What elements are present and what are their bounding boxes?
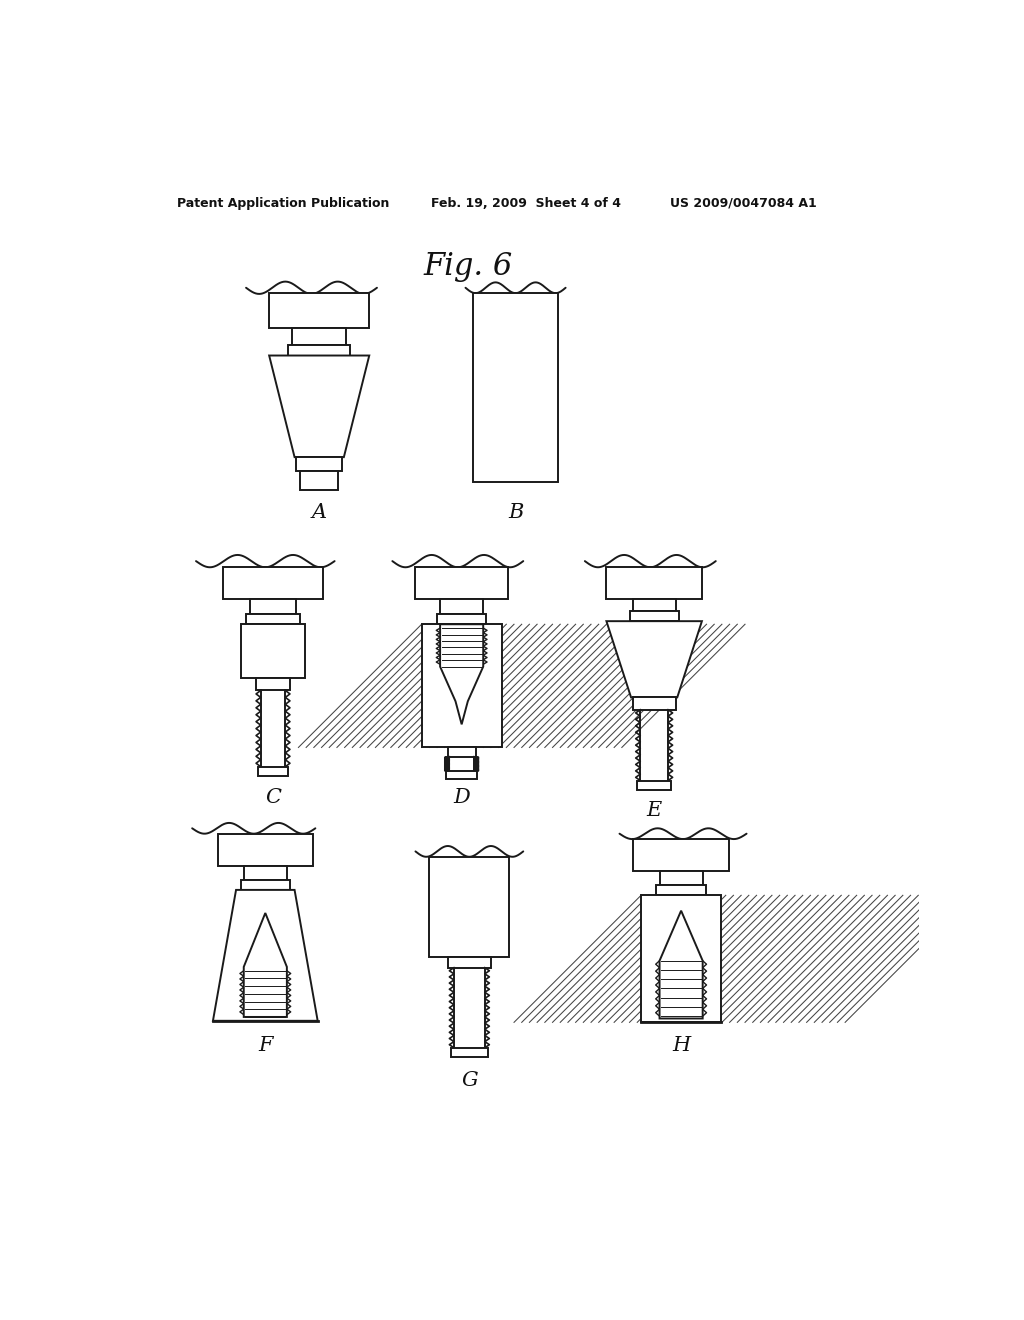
Bar: [269, 293, 370, 327]
Bar: [256, 678, 290, 690]
Bar: [634, 840, 729, 871]
Bar: [446, 771, 477, 779]
Bar: [422, 624, 502, 747]
Text: B: B: [508, 503, 523, 523]
Text: F: F: [258, 1036, 272, 1055]
Bar: [223, 566, 323, 599]
Polygon shape: [606, 622, 701, 697]
Text: US 2009/0047084 A1: US 2009/0047084 A1: [670, 197, 816, 210]
Bar: [633, 697, 676, 710]
Bar: [422, 624, 502, 747]
Bar: [659, 871, 702, 886]
Bar: [451, 1048, 487, 1057]
Text: C: C: [265, 788, 281, 808]
Text: D: D: [454, 788, 470, 808]
Bar: [416, 566, 508, 599]
Bar: [606, 566, 701, 599]
Bar: [641, 895, 721, 1022]
Bar: [637, 780, 671, 789]
Text: Fig. 6: Fig. 6: [423, 251, 512, 281]
Polygon shape: [269, 355, 370, 457]
Bar: [630, 611, 679, 622]
Polygon shape: [659, 911, 702, 1019]
Text: A: A: [311, 503, 327, 523]
Bar: [289, 345, 350, 355]
Bar: [440, 599, 483, 614]
Bar: [429, 857, 509, 957]
Bar: [250, 599, 296, 614]
Bar: [633, 599, 676, 611]
Text: Feb. 19, 2009  Sheet 4 of 4: Feb. 19, 2009 Sheet 4 of 4: [431, 197, 621, 210]
Bar: [300, 471, 339, 490]
Bar: [244, 866, 287, 880]
Bar: [473, 293, 558, 482]
Bar: [241, 624, 305, 678]
Bar: [217, 834, 313, 866]
Bar: [292, 327, 346, 345]
Bar: [437, 614, 486, 624]
Bar: [447, 747, 475, 756]
Bar: [296, 457, 342, 471]
Polygon shape: [440, 624, 483, 725]
Text: G: G: [461, 1071, 477, 1090]
Bar: [641, 895, 721, 1022]
Bar: [258, 767, 289, 776]
Bar: [656, 886, 706, 895]
Bar: [246, 614, 300, 624]
Text: Patent Application Publication: Patent Application Publication: [177, 197, 389, 210]
Bar: [241, 880, 290, 890]
Text: H: H: [672, 1036, 690, 1055]
Polygon shape: [244, 913, 287, 1016]
Bar: [447, 957, 490, 968]
Polygon shape: [213, 890, 317, 1020]
Polygon shape: [213, 890, 317, 1020]
Text: E: E: [646, 800, 662, 820]
